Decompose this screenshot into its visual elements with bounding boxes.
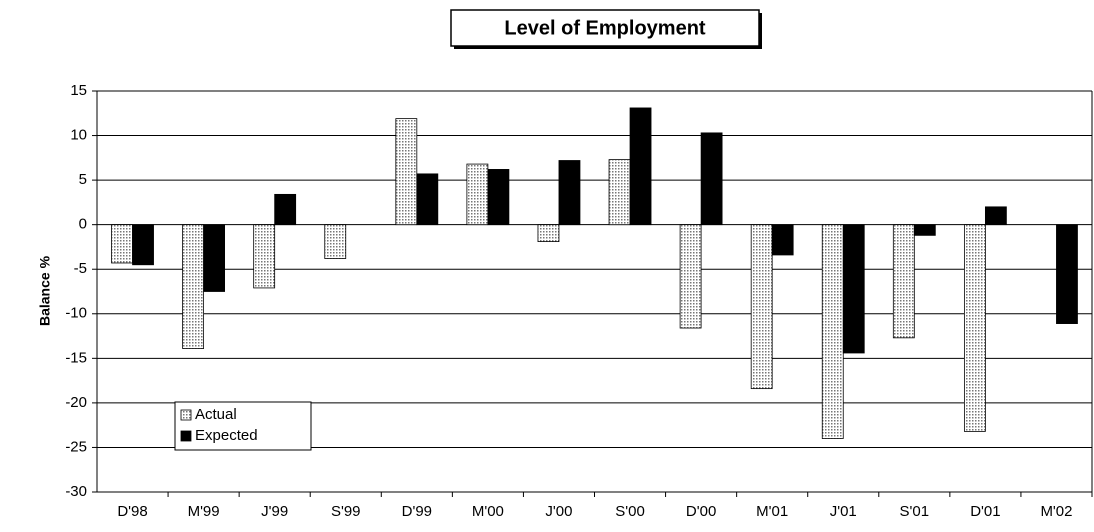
y-tick-label: -10 bbox=[65, 305, 87, 322]
bar bbox=[466, 163, 489, 226]
bar bbox=[395, 118, 418, 226]
bar bbox=[700, 132, 723, 226]
x-tick-label: M'02 bbox=[1040, 503, 1072, 520]
bar bbox=[111, 224, 133, 264]
y-tick-label: -5 bbox=[74, 260, 87, 277]
x-tick-label: M'01 bbox=[756, 503, 788, 520]
bar bbox=[984, 206, 1007, 226]
x-tick-label: D'99 bbox=[402, 503, 432, 520]
y-tick-label: 10 bbox=[70, 127, 87, 144]
title-box bbox=[450, 9, 760, 47]
bar bbox=[487, 169, 510, 226]
x-tick-label: J'01 bbox=[830, 503, 857, 520]
x-tick-label: D'00 bbox=[686, 503, 716, 520]
y-tick-label: 0 bbox=[79, 216, 87, 233]
x-tick-label: J'00 bbox=[545, 503, 572, 520]
y-tick-label: -30 bbox=[65, 483, 87, 500]
bar bbox=[416, 173, 439, 226]
x-tick-label: D'01 bbox=[970, 503, 1000, 520]
legend-swatch bbox=[180, 430, 192, 442]
bar bbox=[913, 224, 936, 236]
x-tick-label: S'00 bbox=[615, 503, 645, 520]
x-tick-label: S'99 bbox=[331, 503, 361, 520]
bar bbox=[1056, 224, 1078, 324]
bar bbox=[203, 224, 226, 292]
x-tick-label: J'99 bbox=[261, 503, 288, 520]
legend-swatch bbox=[180, 409, 192, 421]
y-axis-label: Balance % bbox=[37, 255, 53, 326]
bar bbox=[324, 224, 347, 259]
bar bbox=[253, 224, 276, 289]
y-tick-label: -25 bbox=[65, 438, 87, 455]
bar bbox=[274, 193, 297, 226]
legend-box bbox=[174, 401, 312, 451]
bar bbox=[750, 224, 773, 390]
y-tick-label: 5 bbox=[79, 171, 87, 188]
bar bbox=[608, 159, 631, 226]
bar bbox=[132, 224, 154, 266]
bar bbox=[771, 224, 794, 256]
bar bbox=[842, 224, 865, 354]
bar bbox=[537, 224, 560, 242]
x-tick-label: D'98 bbox=[117, 503, 147, 520]
x-tick-label: M'00 bbox=[472, 503, 504, 520]
y-tick-label: 15 bbox=[70, 82, 87, 99]
x-tick-label: S'01 bbox=[900, 503, 930, 520]
bar bbox=[821, 224, 844, 439]
legend-label: Expected bbox=[195, 427, 258, 444]
bar bbox=[892, 224, 915, 339]
x-tick-label: M'99 bbox=[188, 503, 220, 520]
bar bbox=[679, 224, 702, 329]
bar bbox=[182, 224, 205, 349]
y-tick-label: -15 bbox=[65, 349, 87, 366]
bar bbox=[963, 224, 986, 432]
legend-label: Actual bbox=[195, 406, 237, 423]
chart-title: Level of Employment bbox=[504, 17, 705, 39]
bar bbox=[558, 160, 581, 226]
y-tick-label: -20 bbox=[65, 394, 87, 411]
bar bbox=[629, 107, 652, 226]
